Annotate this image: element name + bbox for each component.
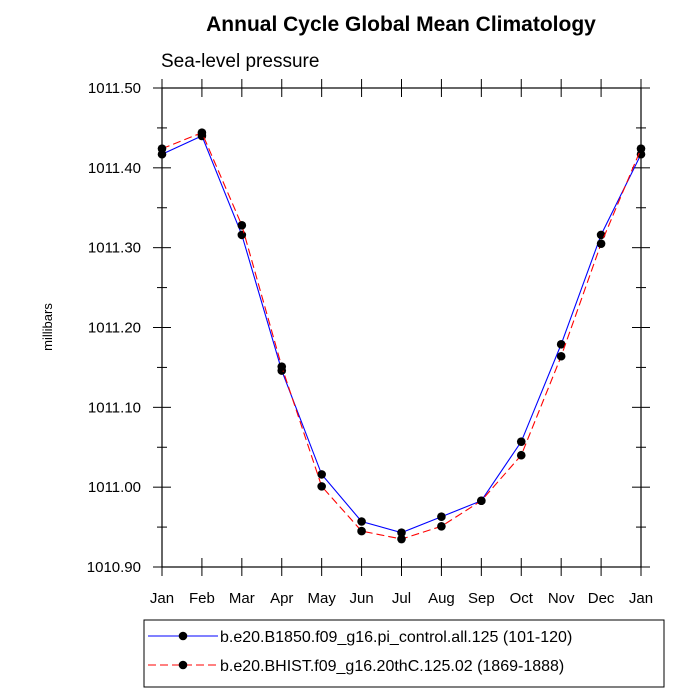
series-2-point [237,221,247,230]
series-layer [157,128,646,544]
series-2-point [596,239,606,248]
x-tick-label: Jan [629,590,653,607]
series-2-point [556,351,566,361]
y-tick-label: 1011.00 [88,479,141,496]
series-2-point [397,534,406,544]
series-1-point [437,512,446,522]
y-tick-label: 1011.10 [88,399,141,416]
legend-marker-1 [178,631,188,641]
series-2-point [437,521,446,531]
y-tick-label: 1011.30 [88,240,141,257]
x-tick-label: Sep [468,590,495,607]
y-axis-label: millibars [40,303,55,351]
series-1-point [397,528,406,537]
x-tick-label: Jun [349,590,373,607]
series-2-point [636,144,646,153]
series-1-point [516,437,526,446]
x-tick-label: Mar [229,590,255,607]
legend: b.e20.B1850.f09_g16.pi_control.all.125 (… [148,629,572,675]
series-line-2 [161,131,642,540]
series-2-point [197,128,207,138]
legend-box [143,619,665,688]
x-tick-label: Aug [428,590,455,607]
axis-ticks: Jan Feb Mar Apr May Jun Jul Aug Sep Oct Nov Dec Jan 1… [87,79,653,607]
x-tick-label: Dec [588,590,615,607]
x-tick-label: Apr [270,590,293,607]
chart-subtitle: Sea-level pressure [161,51,319,72]
y-tick-label: 1010.90 [87,559,141,576]
x-tick-label: Feb [189,590,215,607]
y-tick-label: 1011.20 [88,320,141,337]
y-tick-label: 1011.40 [88,160,141,177]
x-tick-label: Jan [150,590,174,607]
series-1-point [317,470,326,479]
series-2-point [516,450,526,460]
x-tick-label: Oct [510,590,534,607]
y-tick-label: 1011.50 [88,80,141,97]
legend-marker-2 [178,660,188,670]
series-2-point [317,482,326,491]
series-2-point [157,144,167,153]
series-2-point [477,496,486,506]
legend-label-1: b.e20.B1850.f09_g16.pi_control.all.125 (… [220,629,572,646]
legend-label-2: b.e20.BHIST.f09_g16.20thC.125.02 (1869-1… [220,658,564,675]
series-2-point [357,526,366,536]
x-tick-label: May [307,590,336,607]
series-1-point [596,230,606,240]
x-tick-label: Jul [392,590,411,607]
series-2-point [277,362,287,371]
series-1-point [556,339,566,349]
plot-frame [161,87,642,568]
series-1-point [357,517,366,526]
x-tick-label: Nov [548,590,575,607]
chart-title: Annual Cycle Global Mean Climatology [206,13,596,36]
